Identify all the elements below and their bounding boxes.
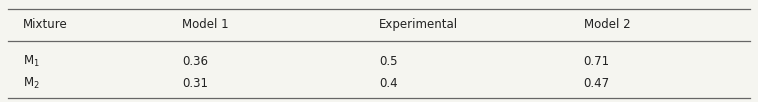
Text: Experimental: Experimental bbox=[379, 18, 458, 31]
Text: M$_2$: M$_2$ bbox=[23, 76, 39, 91]
Text: 0.5: 0.5 bbox=[379, 55, 397, 68]
Text: Mixture: Mixture bbox=[23, 18, 67, 31]
Text: 0.31: 0.31 bbox=[182, 77, 208, 90]
Text: Model 2: Model 2 bbox=[584, 18, 631, 31]
Text: 0.47: 0.47 bbox=[584, 77, 609, 90]
Text: 0.36: 0.36 bbox=[182, 55, 208, 68]
Text: 0.71: 0.71 bbox=[584, 55, 609, 68]
Text: Model 1: Model 1 bbox=[182, 18, 229, 31]
Text: M$_1$: M$_1$ bbox=[23, 54, 39, 69]
Text: 0.4: 0.4 bbox=[379, 77, 398, 90]
